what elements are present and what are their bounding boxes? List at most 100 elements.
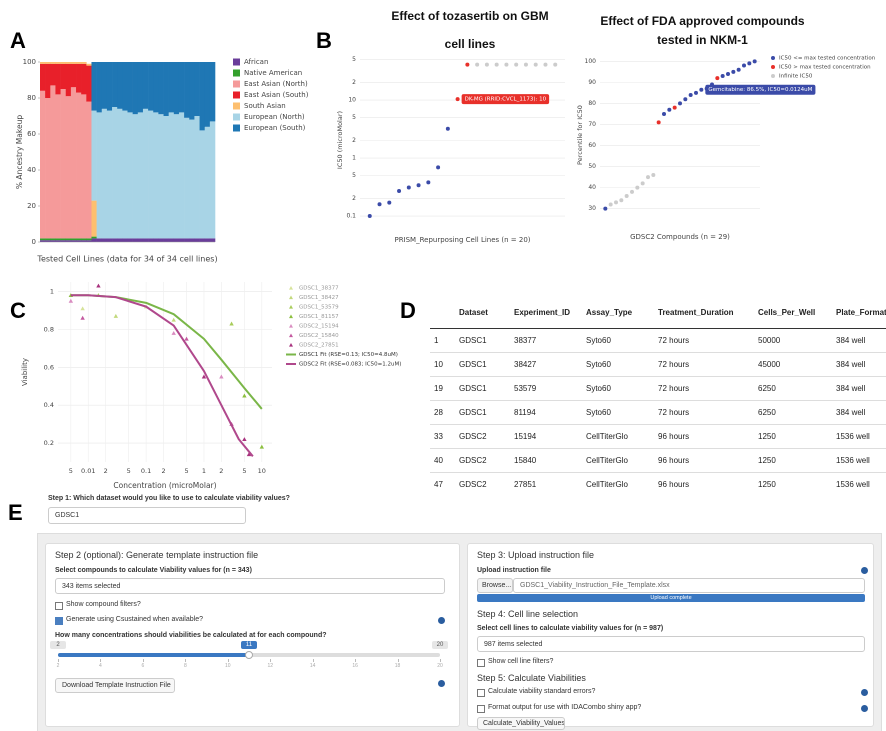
data-point xyxy=(523,62,528,67)
info-icon[interactable] xyxy=(861,567,868,574)
bar-segment xyxy=(106,110,113,239)
table-cell: 384 well xyxy=(832,376,886,401)
slider-bubble: 20 xyxy=(432,641,448,649)
legend-label: Infinite IC50 xyxy=(779,74,813,80)
legend-swatch xyxy=(233,69,240,77)
checkbox[interactable] xyxy=(477,659,485,667)
plot-area xyxy=(360,55,565,225)
bar-segment xyxy=(163,62,169,116)
table-cell: 1536 well xyxy=(832,472,886,496)
slider-tick-label: 10 xyxy=(224,663,231,669)
slider-tick-label: 12 xyxy=(267,663,273,669)
slider-tick xyxy=(185,659,186,662)
table-row: 33 GDSC2 15194 CellTiterGlo 96 hours 1250 1536… xyxy=(430,424,886,449)
header-row: Dataset Experiment_ID Assay_Type Treatment_… xyxy=(430,296,886,329)
table-cell: GDSC1 xyxy=(455,352,510,377)
data-point xyxy=(752,59,757,64)
slider-tick-label: 4 xyxy=(99,663,102,669)
bar-segment xyxy=(96,112,103,239)
cell-line-select[interactable]: 987 items selected xyxy=(477,636,865,652)
step-title: Step 2 (optional): Generate template ins… xyxy=(55,550,259,560)
button-text: Download Template Instruction File xyxy=(62,682,171,689)
bar-segment xyxy=(50,85,56,239)
info-icon[interactable] xyxy=(861,705,868,712)
slider-tick-label: 2 xyxy=(56,663,60,669)
checkbox[interactable] xyxy=(477,689,485,697)
x-tick-label: 5 xyxy=(242,467,246,475)
slider-tick-label: 14 xyxy=(309,663,316,669)
checkbox-label: Calculate viability standard errors? xyxy=(488,688,596,695)
bar-segment xyxy=(81,63,87,95)
bar-segment xyxy=(91,110,97,201)
bar-segment xyxy=(189,119,195,239)
slider-fill xyxy=(58,653,249,657)
info-icon[interactable] xyxy=(861,689,868,696)
field-label: How many concentrations should viabiliti… xyxy=(55,632,327,639)
data-point xyxy=(436,165,441,170)
table-cell: 6250 xyxy=(754,400,832,425)
checkbox-label: Format output for use with IDACombo shin… xyxy=(488,704,642,711)
y-tick-label: 60 xyxy=(27,130,36,138)
data-point xyxy=(683,97,688,102)
table-cell: 38377 xyxy=(510,328,582,353)
data-point xyxy=(699,87,704,92)
legend-label: GDSC1_53579 xyxy=(299,305,339,311)
bar-segment xyxy=(204,238,211,242)
bar-segment xyxy=(40,240,46,242)
table-cell: 1 xyxy=(430,328,455,353)
bar-segment xyxy=(153,62,159,113)
bar-segment xyxy=(76,62,82,64)
data-point xyxy=(715,76,720,81)
bar-segment xyxy=(40,238,46,241)
bar-segment xyxy=(55,62,61,64)
table-cell: 28 xyxy=(430,400,455,425)
data-point xyxy=(662,111,666,116)
annotation-text: Gemcitabine: 86.5%, IC50=0.0124uM xyxy=(708,87,812,93)
table-cell: 72 hours xyxy=(654,352,754,377)
bar-segment xyxy=(163,238,169,242)
fit-line xyxy=(70,294,254,457)
checkbox[interactable] xyxy=(55,617,63,625)
legend-marker xyxy=(289,305,293,309)
field-label: Select cell lines to calculate viability… xyxy=(477,625,664,632)
bar-segment xyxy=(65,63,72,97)
slider-tick xyxy=(397,659,399,662)
checkbox[interactable] xyxy=(55,602,63,610)
bar-segment xyxy=(184,117,190,239)
bar-segment xyxy=(122,238,128,242)
data-point xyxy=(672,105,677,110)
browse-button[interactable]: Browse... xyxy=(477,578,513,593)
y-tick-label: 90 xyxy=(588,79,596,86)
slider-thumb xyxy=(245,651,253,659)
data-point xyxy=(608,202,613,207)
bar-segment xyxy=(70,87,77,239)
checkbox[interactable] xyxy=(477,705,485,713)
y-tick-label: 0.4 xyxy=(44,401,54,409)
bar-segment xyxy=(153,112,159,239)
bar-segment xyxy=(106,62,113,111)
download-button[interactable]: Download Template Instruction File xyxy=(55,678,175,693)
data-point xyxy=(387,200,392,205)
step-title: Step 3: Upload instruction file xyxy=(477,550,595,560)
compound-select[interactable]: 343 items selected xyxy=(55,578,445,594)
table-cell: 72 hours xyxy=(654,376,754,401)
info-icon[interactable] xyxy=(438,617,445,624)
calculate-button[interactable]: Calculate_Viability_Values xyxy=(477,717,565,730)
dataset-select[interactable]: GDSC1 xyxy=(48,507,246,524)
table-cell: GDSC2 xyxy=(455,472,510,496)
step3-box xyxy=(467,543,874,727)
y-axis-label: Viability xyxy=(21,358,29,386)
y-tick-label: 40 xyxy=(27,166,36,174)
table-cell: 96 hours xyxy=(654,472,754,496)
legend-label: GDSC2 Fit (RSE=0.083; IC50=1.2uM) xyxy=(299,362,401,368)
bar-segment xyxy=(189,238,195,242)
info-icon[interactable] xyxy=(438,680,445,687)
x-tick-label: 2 xyxy=(219,467,223,475)
table-cell: 1250 xyxy=(754,448,832,473)
y-tick-label: 0.6 xyxy=(44,363,54,371)
legend-label: IC50 > max tested concentration xyxy=(779,65,871,71)
bar-segment xyxy=(70,63,77,88)
bar-segment xyxy=(91,62,97,111)
data-point xyxy=(651,173,656,177)
